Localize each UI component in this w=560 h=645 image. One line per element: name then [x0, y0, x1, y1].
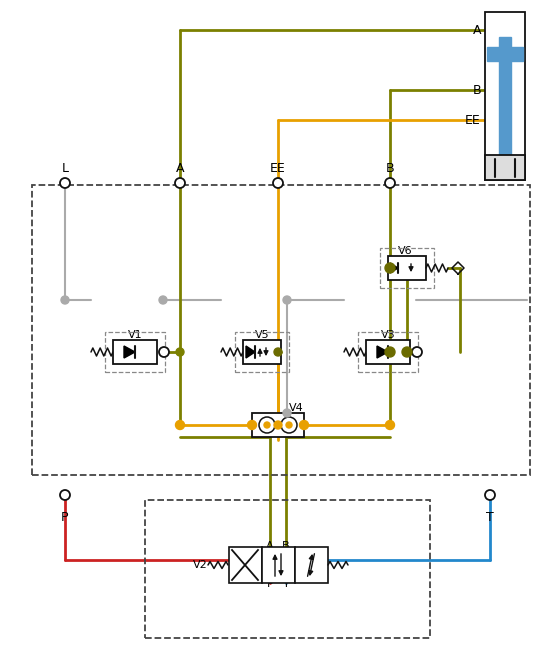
Bar [487, 47, 523, 61]
Text: V3: V3 [381, 330, 395, 340]
Circle shape [159, 296, 167, 304]
Text: P: P [267, 579, 273, 589]
Bar [485, 155, 525, 180]
Polygon shape [377, 346, 388, 358]
Text: L: L [62, 162, 68, 175]
Text: EE: EE [465, 114, 481, 126]
Circle shape [159, 347, 169, 357]
Circle shape [385, 263, 395, 273]
Bar [358, 332, 418, 372]
Bar [262, 547, 295, 583]
Polygon shape [390, 263, 398, 273]
Text: V6: V6 [398, 246, 412, 256]
Circle shape [259, 417, 275, 433]
Text: A: A [473, 23, 481, 37]
Text: V5: V5 [255, 330, 269, 340]
Text: V4: V4 [288, 403, 304, 413]
Bar [145, 500, 430, 638]
Circle shape [412, 347, 422, 357]
Text: V2: V2 [193, 560, 207, 570]
Circle shape [402, 347, 412, 357]
Bar [295, 547, 328, 583]
Circle shape [283, 409, 291, 417]
Polygon shape [246, 346, 255, 358]
Circle shape [274, 348, 282, 356]
Bar [499, 37, 511, 175]
Circle shape [273, 178, 283, 188]
Circle shape [385, 347, 395, 357]
Text: B: B [282, 541, 290, 551]
Circle shape [175, 178, 185, 188]
Bar [235, 332, 289, 372]
Bar [380, 248, 434, 288]
Circle shape [176, 348, 184, 356]
Text: A: A [176, 162, 184, 175]
Bar [243, 340, 281, 364]
Text: T: T [486, 511, 494, 524]
Circle shape [385, 421, 394, 430]
Circle shape [175, 421, 184, 430]
Polygon shape [124, 346, 135, 358]
Circle shape [61, 296, 69, 304]
Circle shape [300, 421, 309, 430]
Text: T: T [283, 579, 290, 589]
Circle shape [281, 417, 297, 433]
Circle shape [264, 422, 270, 428]
Bar [252, 413, 304, 437]
Bar [32, 185, 530, 475]
Text: B: B [473, 83, 481, 97]
Text: EE: EE [270, 162, 286, 175]
Circle shape [286, 422, 292, 428]
Circle shape [385, 178, 395, 188]
Text: V1: V1 [128, 330, 142, 340]
Circle shape [248, 421, 256, 430]
Bar [366, 340, 410, 364]
Circle shape [485, 490, 495, 500]
Text: A: A [266, 541, 274, 551]
Circle shape [60, 490, 70, 500]
Bar [388, 256, 426, 280]
Circle shape [274, 421, 282, 429]
Bar [105, 332, 165, 372]
Text: P: P [61, 511, 69, 524]
Circle shape [60, 178, 70, 188]
Circle shape [283, 296, 291, 304]
Bar [229, 547, 262, 583]
Bar [113, 340, 157, 364]
Text: B: B [386, 162, 394, 175]
Bar [485, 12, 525, 180]
